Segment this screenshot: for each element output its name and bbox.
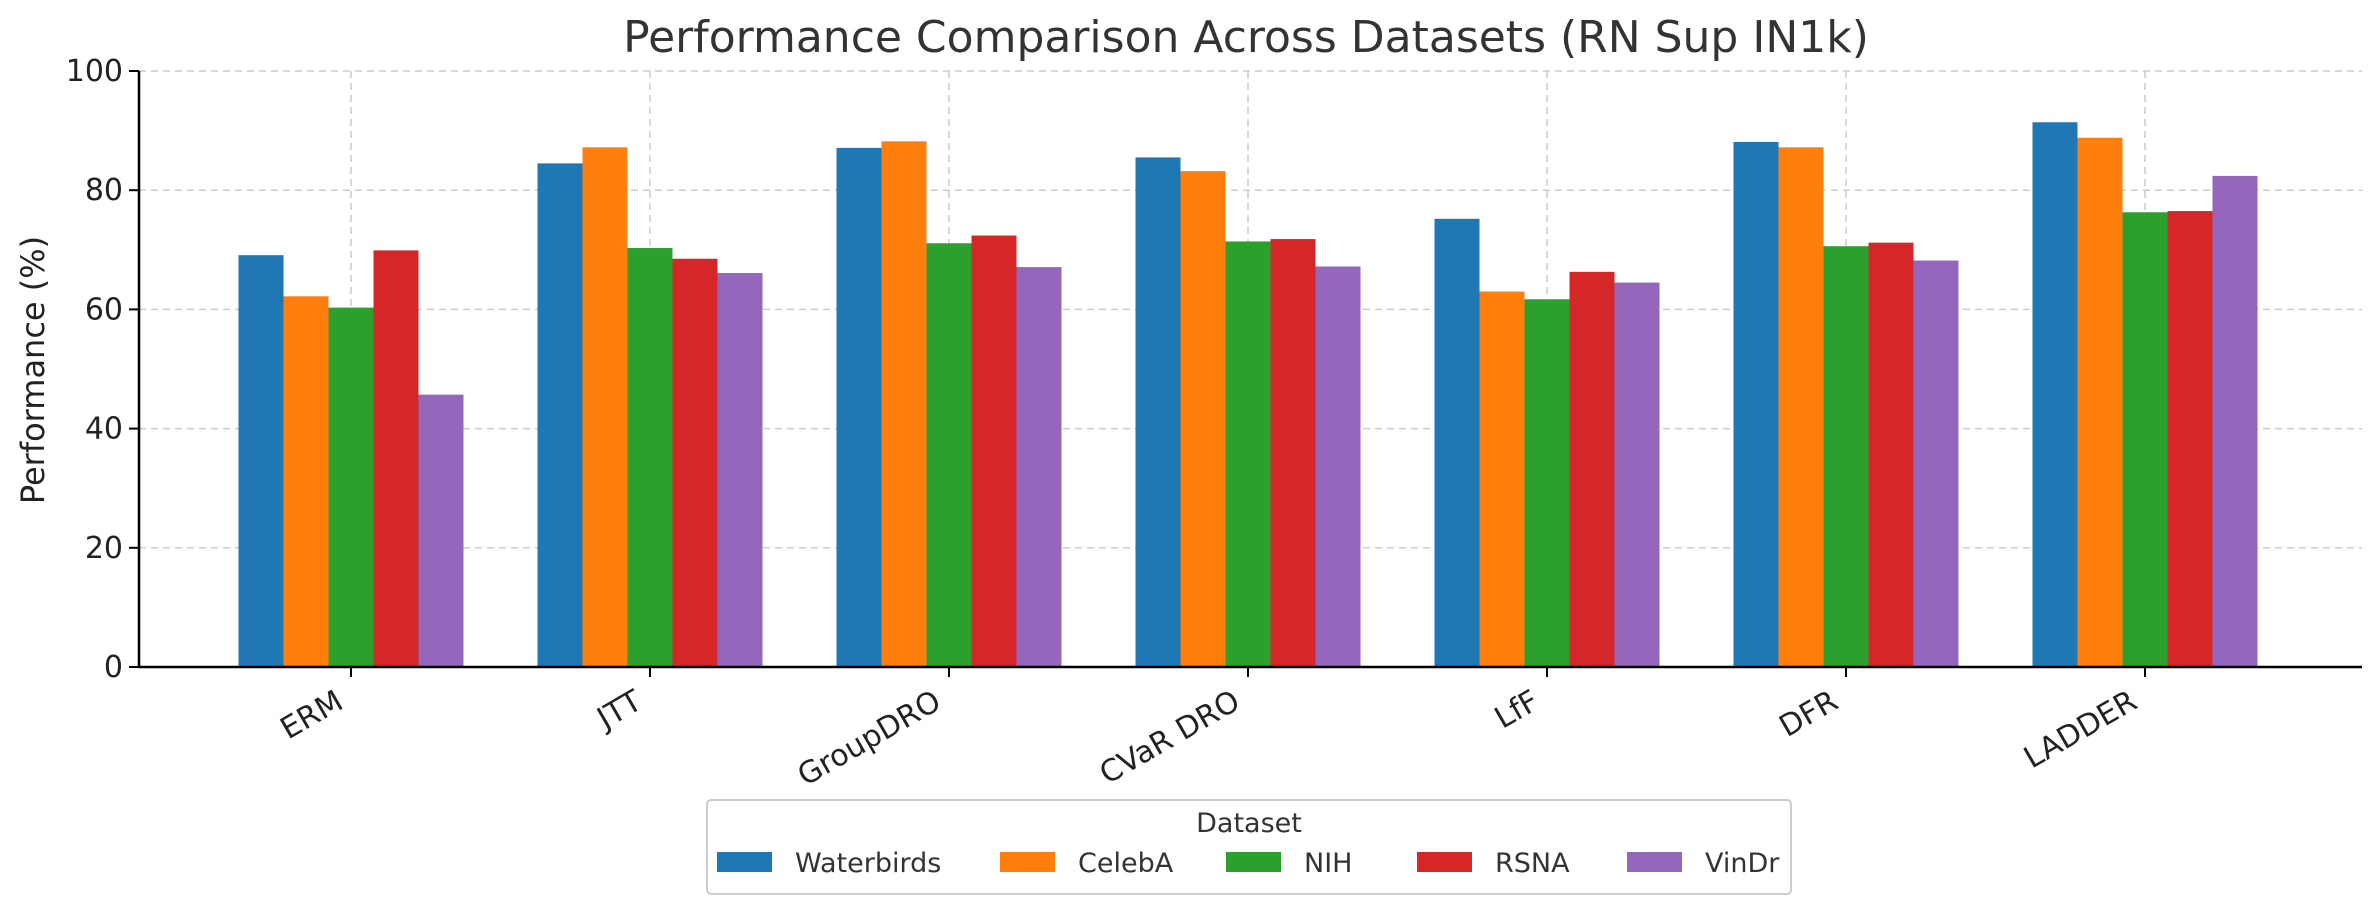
bar-rsna-groupdro [971, 235, 1017, 667]
bar-nih-cvar-dro [1225, 241, 1271, 667]
bar-waterbirds-jtt [537, 163, 583, 667]
legend-label-vindr: VinDr [1705, 848, 1780, 879]
bar-nih-dfr [1823, 246, 1869, 667]
legend-swatch-nih [1226, 852, 1281, 872]
bar-rsna-ladder [2167, 211, 2213, 667]
bar-celeba-erm [283, 296, 329, 667]
bar-rsna-dfr [1868, 242, 1914, 667]
bar-waterbirds-ladder [2032, 122, 2078, 668]
chart-title: Performance Comparison Across Datasets (… [623, 12, 1869, 63]
x-tick-label: LADDER [2018, 684, 2143, 776]
bar-waterbirds-dfr [1733, 141, 1779, 667]
bar-vindr-groupdro [1016, 267, 1062, 667]
y-tick-label: 20 [85, 531, 123, 566]
bar-vindr-lff [1614, 282, 1660, 667]
bar-nih-erm [328, 307, 374, 667]
bar-rsna-jtt [672, 258, 718, 667]
y-tick-label: 0 [104, 650, 123, 685]
bar-nih-lff [1524, 299, 1570, 667]
bar-celeba-lff [1479, 291, 1525, 667]
bar-waterbirds-groupdro [836, 147, 882, 667]
y-tick-label: 40 [85, 412, 123, 447]
bar-vindr-cvar-dro [1315, 266, 1361, 667]
bar-waterbirds-erm [238, 255, 284, 667]
x-tick-label: ERM [275, 684, 349, 747]
x-tick-label: LfF [1489, 684, 1545, 737]
bar-rsna-erm [373, 250, 419, 667]
bar-nih-ladder [2122, 212, 2168, 667]
bar-nih-groupdro [926, 243, 972, 667]
bar-waterbirds-lff [1434, 218, 1480, 668]
bar-vindr-ladder [2212, 175, 2258, 667]
bar-vindr-dfr [1913, 260, 1959, 667]
legend-title: Dataset [1196, 808, 1302, 839]
bar-celeba-groupdro [881, 141, 927, 667]
bar-celeba-dfr [1778, 147, 1824, 668]
y-axis-label: Performance (%) [14, 236, 52, 504]
legend-swatch-celeba [1000, 852, 1055, 872]
x-tick-label: DFR [1773, 684, 1844, 745]
y-tick-label: 60 [85, 292, 123, 327]
bar-rsna-cvar-dro [1270, 239, 1316, 667]
x-tick-label: CVaR DRO [1094, 684, 1246, 792]
bar-waterbirds-cvar-dro [1135, 157, 1181, 668]
bars [238, 122, 2258, 668]
x-tick-label: GroupDRO [792, 684, 947, 794]
legend-swatch-waterbirds [717, 852, 772, 872]
legend-swatch-rsna [1417, 852, 1472, 872]
legend-label-rsna: RSNA [1495, 848, 1570, 879]
legend: Dataset Waterbirds CelebA NIH RSNA VinDr [706, 799, 1792, 895]
legend-label-nih: NIH [1304, 848, 1352, 879]
y-tick-label: 80 [85, 173, 123, 208]
bar-vindr-erm [418, 394, 464, 667]
bar-celeba-cvar-dro [1180, 171, 1226, 668]
bar-celeba-jtt [582, 147, 628, 668]
bar-vindr-jtt [717, 273, 763, 667]
bar-nih-jtt [627, 248, 673, 667]
bar-rsna-lff [1569, 271, 1615, 667]
x-tick-label: JTT [590, 683, 649, 737]
legend-frame [706, 799, 1792, 895]
legend-label-celeba: CelebA [1078, 848, 1174, 879]
bar-celeba-ladder [2077, 137, 2123, 667]
legend-swatch-vindr [1627, 852, 1682, 872]
legend-label-waterbirds: Waterbirds [795, 848, 941, 879]
y-tick-label: 100 [66, 54, 123, 89]
